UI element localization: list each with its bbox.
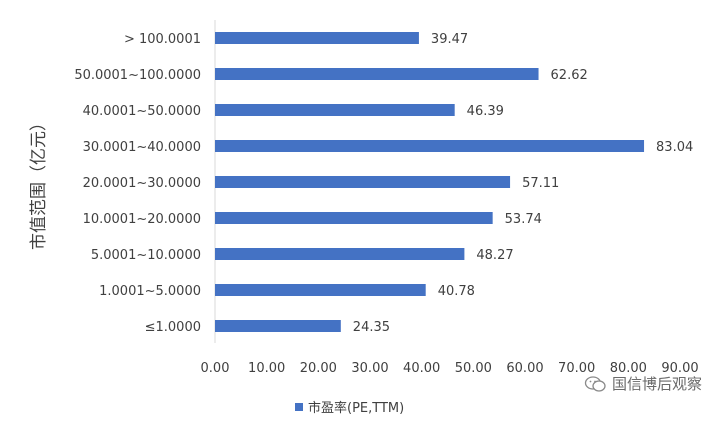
x-tick-label: 70.00: [558, 361, 595, 376]
data-label: 57.11: [522, 176, 559, 191]
data-label: 39.47: [431, 32, 468, 47]
legend-label: 市盈率(PE,TTM): [308, 400, 404, 416]
x-tick-label: 30.00: [351, 361, 388, 376]
x-tick-label: 40.00: [403, 361, 440, 376]
data-label: 46.39: [467, 104, 504, 119]
category-label: > 100.0001: [124, 32, 201, 47]
data-label: 83.04: [656, 140, 693, 155]
data-label: 62.62: [551, 68, 588, 83]
y-axis-label: 市值范围（亿元）: [29, 114, 49, 250]
data-label: 40.78: [438, 284, 475, 299]
legend: 市盈率(PE,TTM): [295, 400, 404, 416]
data-label: 53.74: [505, 212, 542, 227]
bar: [215, 212, 493, 224]
bar: [215, 248, 465, 260]
watermark-text: 国信博后观察: [611, 375, 702, 393]
wechat-icon: [584, 375, 606, 392]
bar: [215, 104, 455, 116]
category-label: ≤1.0000: [145, 320, 201, 335]
bar: [215, 140, 645, 152]
category-label: 40.0001~50.0000: [83, 104, 201, 119]
x-tick-label: 80.00: [610, 361, 647, 376]
x-tick-label: 60.00: [506, 361, 543, 376]
category-label: 10.0001~20.0000: [83, 212, 201, 227]
x-tick-label: 90.00: [661, 361, 698, 376]
x-tick-label: 50.00: [455, 361, 492, 376]
category-label: 20.0001~30.0000: [83, 176, 201, 191]
data-label: 48.27: [476, 248, 513, 263]
bar: [215, 176, 511, 188]
legend-swatch: [295, 403, 303, 411]
x-tick-label: 0.00: [201, 361, 230, 376]
category-label: 50.0001~100.0000: [74, 68, 201, 83]
data-label: 24.35: [353, 320, 390, 335]
bar: [215, 320, 341, 332]
bar: [215, 284, 426, 296]
watermark: 国信博后观察: [584, 373, 702, 394]
category-label: 1.0001~5.0000: [99, 284, 201, 299]
x-tick-label: 10.00: [248, 361, 285, 376]
category-label: 30.0001~40.0000: [83, 140, 201, 155]
bar: [215, 32, 419, 44]
category-label: 5.0001~10.0000: [91, 248, 201, 263]
x-tick-label: 20.00: [300, 361, 337, 376]
bar: [215, 68, 539, 80]
